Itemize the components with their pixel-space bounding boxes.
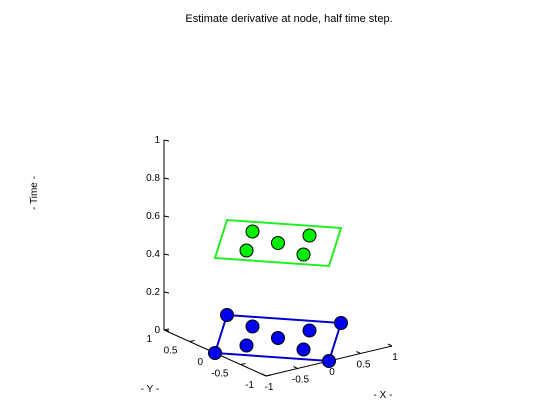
outer-node-point: [322, 354, 336, 368]
lower-node-point: [296, 342, 311, 357]
z-tick-mark: [163, 253, 170, 256]
upper-plane: [213, 218, 343, 268]
upper-node-point: [271, 236, 285, 250]
y-tick-label: 0.5: [164, 346, 178, 357]
y-tick-label: 1: [146, 334, 152, 345]
lower-node-point: [302, 323, 317, 338]
lower-node-point: [239, 338, 254, 353]
upper-node-point: [245, 224, 260, 239]
z-tick-label: 0: [154, 325, 160, 336]
x-axis-label: - X -: [374, 390, 393, 401]
upper-node-point: [296, 247, 311, 262]
y-tick-mark: [189, 340, 195, 342]
lower-node-point: [271, 331, 285, 345]
x-tick-label: 1: [392, 352, 398, 363]
data-points: [208, 224, 348, 368]
y-tick-mark: [265, 374, 272, 377]
z-tick-mark: [163, 139, 170, 142]
outer-node-point: [220, 308, 234, 322]
z-tick-label: 0.4: [146, 249, 160, 260]
z-tick-mark: [163, 329, 170, 332]
z-tick-label: 1: [154, 135, 160, 146]
x-tick-label: -1: [265, 382, 274, 393]
upper-node-point: [239, 243, 254, 258]
y-tick-mark: [240, 363, 246, 365]
z-tick-mark: [163, 215, 170, 218]
x-tick-mark: [387, 343, 393, 347]
y-axis-label: - Y -: [141, 384, 160, 395]
outer-node-point: [334, 316, 348, 330]
x-tick-mark: [356, 351, 361, 354]
x-tick-mark: [261, 373, 267, 377]
z-tick-label: 0.2: [146, 287, 160, 298]
z-tick-mark: [163, 291, 170, 294]
upper-node-point: [302, 228, 317, 243]
y-tick-label: 0: [197, 357, 203, 368]
z-tick-mark: [163, 177, 170, 180]
z-tick-label: 0.8: [146, 173, 160, 184]
time-level-half-outline: [213, 218, 343, 268]
outer-node-point: [208, 346, 222, 360]
x-tick-label: -0.5: [292, 375, 310, 386]
x-tick-label: 0.5: [357, 360, 371, 371]
x-tick-label: 0: [329, 367, 335, 378]
x-tick-mark: [293, 366, 298, 369]
y-tick-label: -1: [245, 380, 254, 391]
y-tick-label: -0.5: [211, 369, 229, 380]
z-tick-label: 0.6: [146, 211, 160, 222]
lower-node-point: [245, 319, 260, 334]
z-axis-label: - Time -: [29, 176, 40, 210]
chart-title: Estimate derivative at node, half time s…: [185, 13, 392, 25]
